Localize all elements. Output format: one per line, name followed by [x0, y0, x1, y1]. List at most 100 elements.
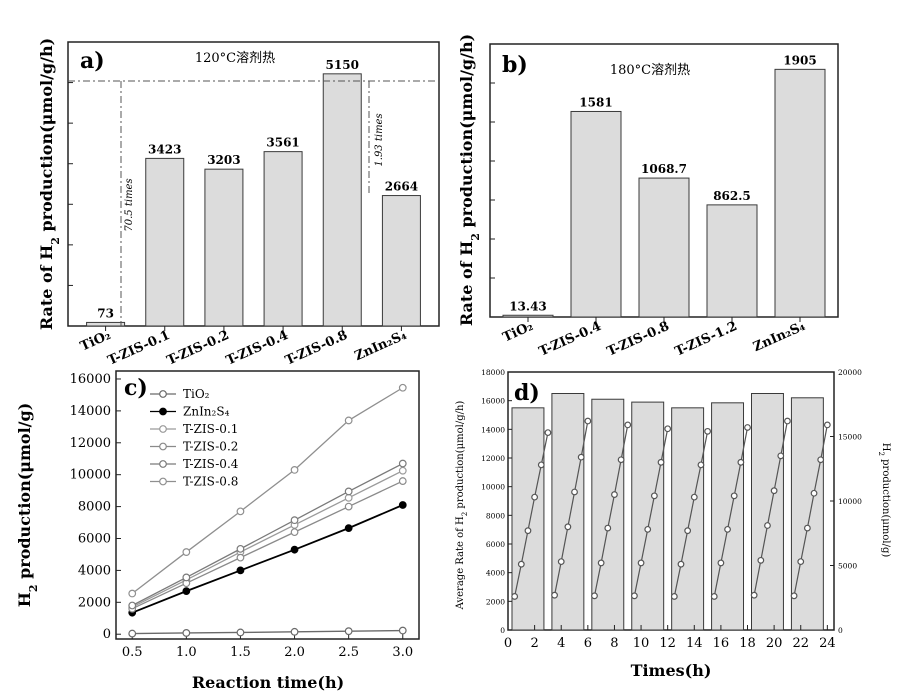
- bar: [264, 152, 302, 326]
- x-tick-label: 2.5: [338, 645, 359, 660]
- y-tick-label: 12000: [481, 454, 505, 463]
- cycle-point: [805, 525, 811, 531]
- cycle-point: [592, 593, 598, 599]
- series-point: [345, 488, 352, 495]
- x-tick-label: 0: [504, 636, 512, 651]
- panel-d-label: d): [514, 380, 540, 406]
- bar-value-label: 3561: [266, 136, 299, 150]
- cycle-point: [625, 422, 631, 428]
- series-point: [345, 417, 352, 424]
- x-tick-label: 20: [766, 636, 783, 651]
- cycle-point: [572, 489, 578, 495]
- series-line: [132, 481, 403, 609]
- cycle-point: [691, 494, 697, 500]
- series-line: [132, 631, 403, 634]
- series-point: [183, 588, 190, 595]
- series-point: [345, 525, 352, 532]
- panel-b-label: b): [502, 52, 528, 78]
- x-tick-label: T-ZIS-0.8: [605, 319, 672, 360]
- legend-marker: [160, 391, 167, 398]
- cycle-point: [765, 523, 771, 529]
- series-point: [291, 629, 298, 636]
- y-tick-label: 4000: [78, 563, 111, 578]
- y-tick-label: 0: [103, 627, 111, 642]
- cycle-point: [585, 418, 591, 424]
- panel-c-label: c): [124, 375, 148, 401]
- bar: [382, 196, 420, 326]
- panel-b-ylabel: Rate of H2 production(μmol/g/h): [457, 34, 482, 326]
- series-point: [399, 467, 406, 474]
- series-point: [129, 602, 136, 609]
- cycle-point: [718, 560, 724, 566]
- series-point: [291, 529, 298, 536]
- cycle-point: [658, 460, 664, 466]
- panel-d-ylabel: Average Rate of H2 production(μmol/g/h): [455, 401, 469, 611]
- series-point: [399, 384, 406, 391]
- series-point: [237, 567, 244, 574]
- legend-label: T-ZIS-0.4: [183, 457, 239, 471]
- y2-tick-label: 20000: [838, 368, 862, 377]
- panel-a-title: 120°C溶剂热: [195, 51, 275, 66]
- bar: [503, 315, 553, 317]
- bar: [205, 169, 243, 326]
- panel-b-bars: 13.43TiO₂1581T-ZIS-0.41068.7T-ZIS-0.8862…: [490, 53, 825, 359]
- x-tick-label: T-ZIS-0.2: [165, 328, 232, 369]
- series-point: [129, 630, 136, 637]
- y2-tick-label: 0: [838, 626, 843, 635]
- cycle-point: [745, 425, 751, 431]
- cycle-point: [538, 462, 544, 468]
- legend-marker: [160, 408, 167, 415]
- y2-tick-label: 5000: [838, 562, 857, 571]
- bar: [707, 205, 757, 317]
- y-tick-label: 2000: [78, 595, 111, 610]
- cycle-point: [771, 488, 777, 494]
- series-point: [345, 628, 352, 635]
- legend-label: TiO₂: [183, 387, 210, 401]
- x-tick-label: 4: [557, 636, 565, 651]
- cycle-point: [791, 593, 797, 599]
- panel-a-ratio-text-1: 70.5 times: [124, 178, 135, 231]
- panel-c-plot: 0.51.01.52.02.53.00200040006000800010000…: [70, 372, 413, 660]
- x-tick-label: 0.5: [122, 645, 143, 660]
- x-tick-label: T-ZIS-0.1: [106, 328, 173, 369]
- cycle-point: [738, 460, 744, 466]
- x-tick-label: 8: [610, 636, 618, 651]
- x-tick-label: T-ZIS-1.2: [673, 319, 740, 360]
- series-point: [291, 546, 298, 553]
- legend-label: T-ZIS-0.8: [183, 475, 238, 489]
- y-tick-label: 10000: [70, 468, 111, 483]
- cycle-point: [731, 493, 737, 499]
- bar-value-label: 13.43: [509, 299, 547, 313]
- cycle-point: [565, 524, 571, 530]
- cycle-point: [818, 457, 824, 463]
- x-tick-label: 22: [792, 636, 809, 651]
- series-point: [183, 574, 190, 581]
- y-tick-label: 6000: [78, 532, 111, 547]
- cycle-point: [532, 494, 538, 500]
- x-tick-label: 16: [713, 636, 730, 651]
- bar-value-label: 1905: [783, 53, 816, 67]
- panel-d-y2label: H2 production(μmol/g): [877, 443, 891, 558]
- x-tick-label: 10: [633, 636, 650, 651]
- bar: [775, 69, 825, 317]
- cycle-point: [672, 594, 678, 600]
- legend-marker: [160, 426, 167, 433]
- series-point: [291, 517, 298, 524]
- bar-value-label: 862.5: [713, 189, 751, 203]
- legend-marker: [160, 461, 167, 468]
- series-point: [345, 503, 352, 510]
- cycle-point: [618, 457, 624, 463]
- x-tick-label: 14: [686, 636, 703, 651]
- bar-value-label: 2664: [385, 180, 418, 194]
- y-tick-label: 6000: [486, 540, 505, 549]
- x-tick-label: 18: [739, 636, 756, 651]
- y-tick-label: 14000: [70, 404, 111, 419]
- bar-value-label: 5150: [326, 58, 359, 72]
- series-line: [132, 464, 403, 606]
- x-tick-label: T-ZIS-0.4: [537, 319, 604, 360]
- cycle-point: [605, 525, 611, 531]
- cycle-point: [552, 592, 558, 598]
- panel-d-plot: 0246810121416182022240200040006000800010…: [481, 368, 862, 651]
- bar-value-label: 3423: [148, 142, 181, 156]
- x-tick-label: 1.0: [176, 645, 197, 660]
